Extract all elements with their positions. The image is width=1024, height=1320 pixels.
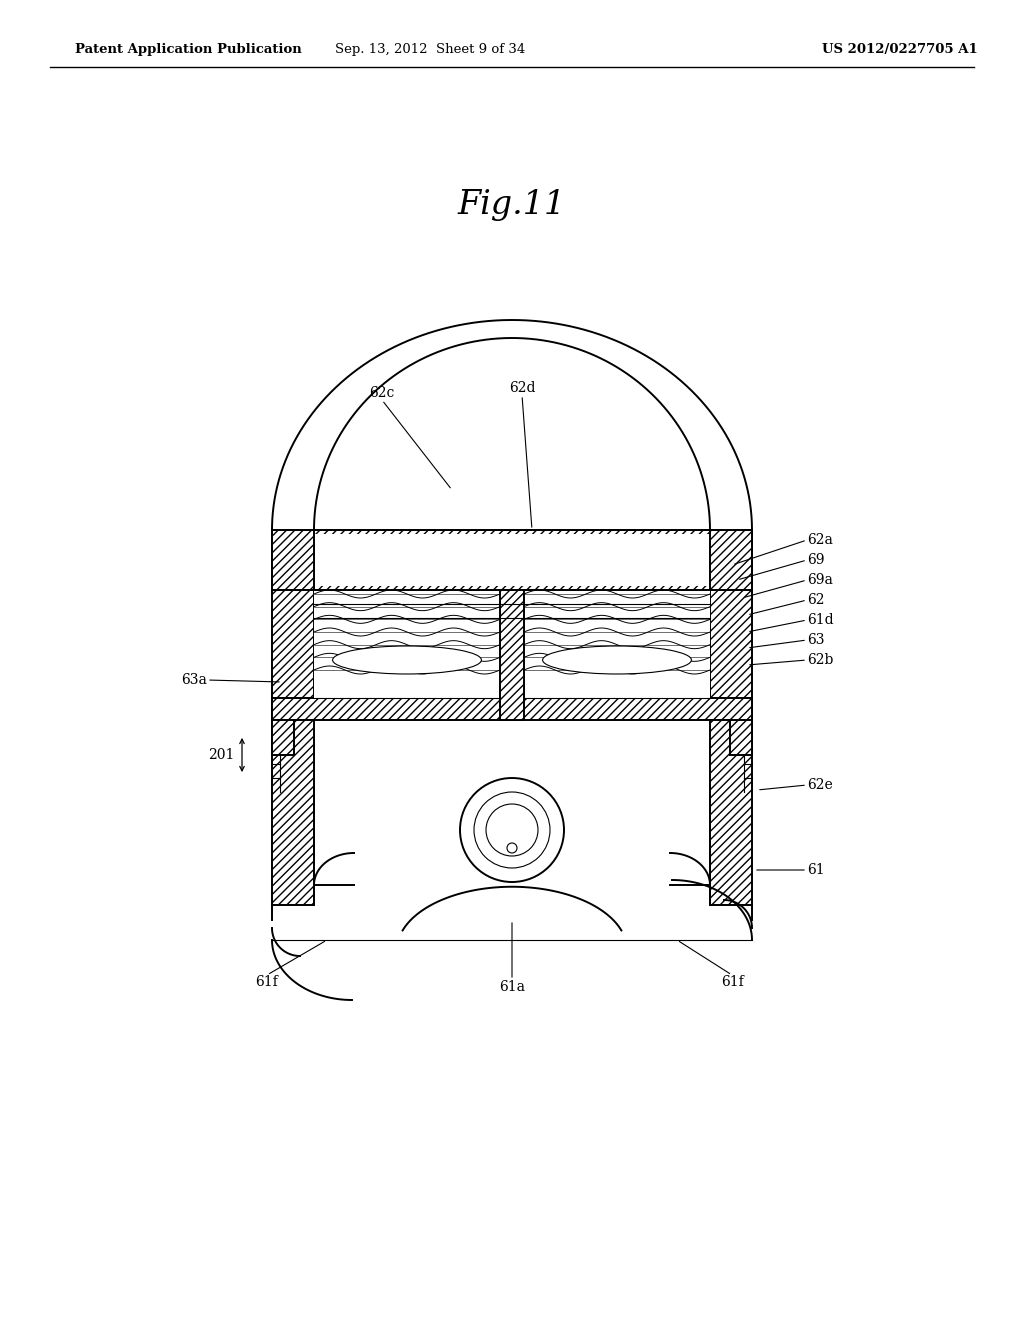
Text: 62b: 62b <box>807 653 834 667</box>
Bar <box>272 590 314 719</box>
Bar <box>272 719 314 906</box>
Text: 63a: 63a <box>181 673 207 686</box>
Text: 61: 61 <box>807 863 824 876</box>
Bar <box>272 719 294 755</box>
Text: US 2012/0227705 A1: US 2012/0227705 A1 <box>822 44 978 57</box>
Text: 69: 69 <box>807 553 824 568</box>
Text: 63: 63 <box>807 634 824 647</box>
Bar <box>710 719 752 906</box>
Text: 62d: 62d <box>509 381 536 395</box>
Text: Patent Application Publication: Patent Application Publication <box>75 44 302 57</box>
Ellipse shape <box>543 645 691 675</box>
Bar <box>314 535 710 586</box>
Bar <box>272 531 752 590</box>
Bar <box>500 590 524 719</box>
Text: 62c: 62c <box>370 385 394 400</box>
Text: Sep. 13, 2012  Sheet 9 of 34: Sep. 13, 2012 Sheet 9 of 34 <box>335 44 525 57</box>
Ellipse shape <box>333 645 481 675</box>
Text: 61a: 61a <box>499 979 525 994</box>
Text: 61f: 61f <box>256 975 279 989</box>
Bar <box>272 698 752 719</box>
Text: 62a: 62a <box>807 533 833 546</box>
Bar <box>314 590 710 698</box>
Text: Fig.11: Fig.11 <box>458 189 566 220</box>
Circle shape <box>474 792 550 869</box>
Circle shape <box>460 777 564 882</box>
Bar <box>710 590 752 719</box>
Bar <box>730 719 752 755</box>
Text: 201: 201 <box>208 748 234 762</box>
Circle shape <box>486 804 538 855</box>
Text: 69a: 69a <box>807 573 833 587</box>
Text: 61d: 61d <box>807 612 834 627</box>
Circle shape <box>507 843 517 853</box>
Text: 62: 62 <box>807 593 824 607</box>
Text: 62e: 62e <box>807 777 833 792</box>
Text: 61f: 61f <box>721 975 743 989</box>
